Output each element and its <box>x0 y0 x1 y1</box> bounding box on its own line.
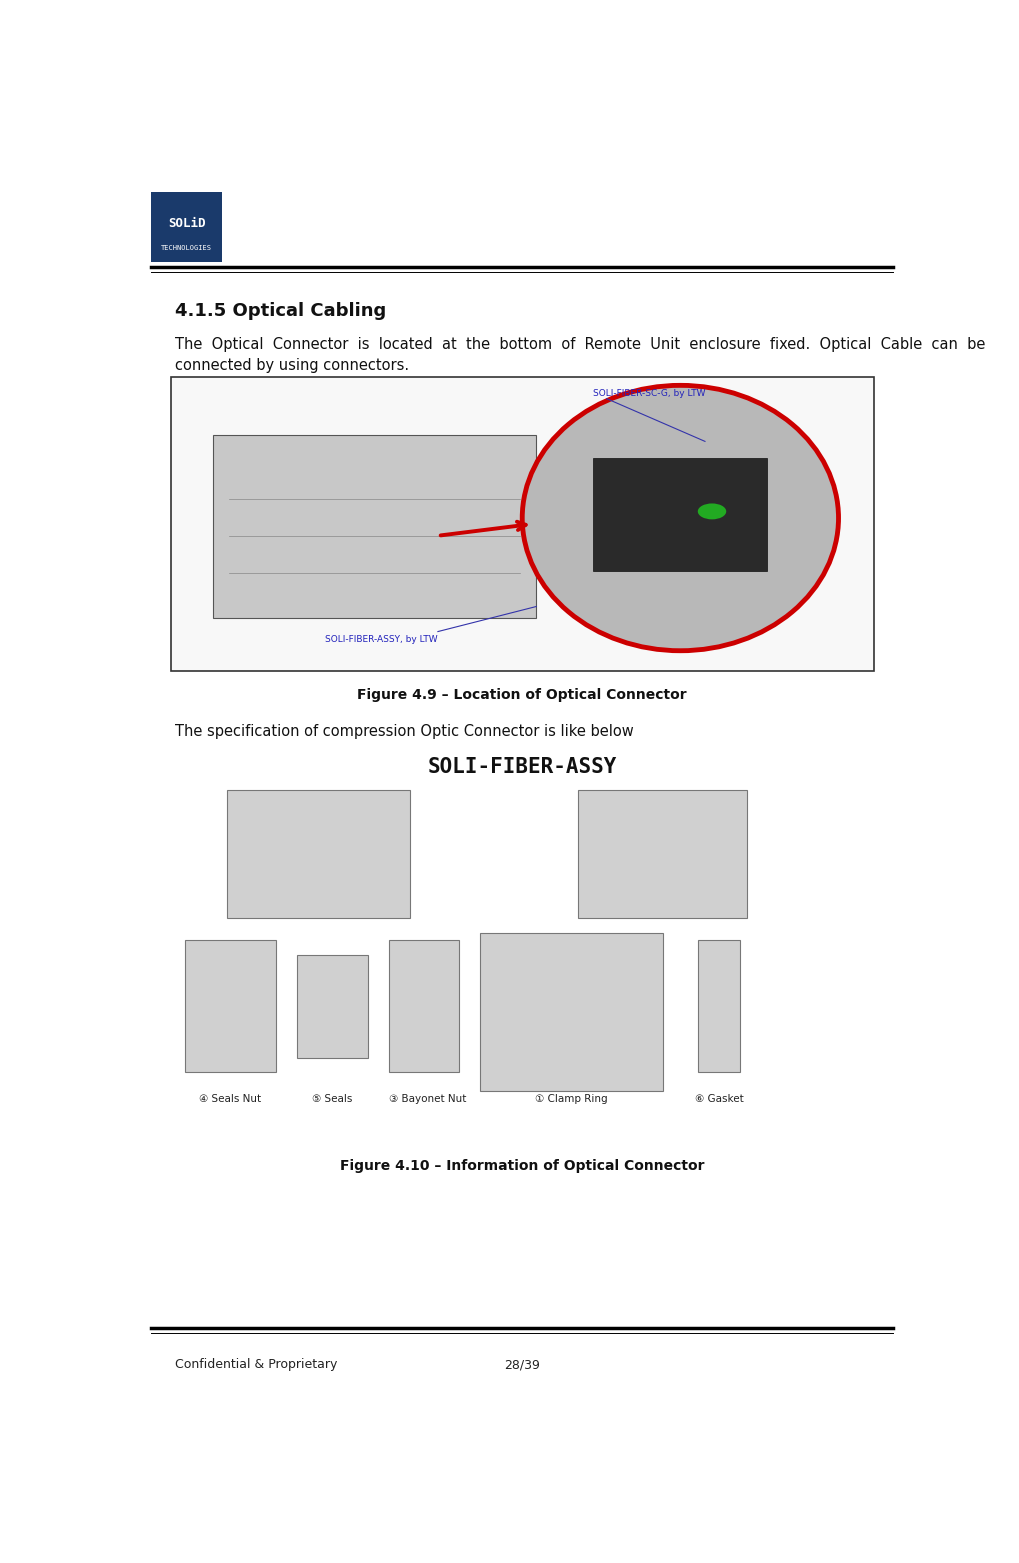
FancyBboxPatch shape <box>593 458 767 570</box>
Text: Confidential & Proprietary: Confidential & Proprietary <box>175 1358 337 1371</box>
Text: SOLI-FIBER-ASSY: SOLI-FIBER-ASSY <box>428 756 616 777</box>
FancyBboxPatch shape <box>388 939 459 1072</box>
Text: The specification of compression Optic Connector is like below: The specification of compression Optic C… <box>175 724 634 739</box>
Ellipse shape <box>698 503 727 519</box>
Text: ③ Bayonet Nut: ③ Bayonet Nut <box>388 1094 466 1105</box>
Text: ⑥ Gasket: ⑥ Gasket <box>695 1094 744 1105</box>
FancyBboxPatch shape <box>213 436 536 619</box>
Text: ⑤ Seals: ⑤ Seals <box>312 1094 353 1105</box>
FancyBboxPatch shape <box>171 377 873 672</box>
Ellipse shape <box>522 386 839 650</box>
FancyBboxPatch shape <box>298 955 368 1058</box>
Text: The  Optical  Connector  is  located  at  the  bottom  of  Remote  Unit  enclosu: The Optical Connector is located at the … <box>175 336 985 352</box>
Text: Figure 4.10 – Information of Optical Connector: Figure 4.10 – Information of Optical Con… <box>340 1158 704 1172</box>
FancyBboxPatch shape <box>698 939 740 1072</box>
Text: 28/39: 28/39 <box>504 1358 540 1371</box>
FancyBboxPatch shape <box>480 933 662 1091</box>
Text: connected by using connectors.: connected by using connectors. <box>175 358 409 374</box>
FancyBboxPatch shape <box>171 771 873 1138</box>
Text: ④ Seals Nut: ④ Seals Nut <box>200 1094 262 1105</box>
FancyBboxPatch shape <box>184 939 276 1072</box>
Text: SOLI-FIBER-ASSY, by LTW: SOLI-FIBER-ASSY, by LTW <box>325 635 438 644</box>
FancyBboxPatch shape <box>227 789 410 917</box>
Text: TECHNOLOGIES: TECHNOLOGIES <box>161 245 212 252</box>
Text: Figure 4.9 – Location of Optical Connector: Figure 4.9 – Location of Optical Connect… <box>358 688 687 702</box>
Text: ① Clamp Ring: ① Clamp Ring <box>535 1094 607 1105</box>
Text: 4.1.5 Optical Cabling: 4.1.5 Optical Cabling <box>175 302 386 320</box>
Text: SOLI-FIBER-SC-G, by LTW: SOLI-FIBER-SC-G, by LTW <box>592 389 705 397</box>
FancyBboxPatch shape <box>579 789 747 917</box>
FancyBboxPatch shape <box>151 192 222 263</box>
Text: SOLiD: SOLiD <box>168 217 206 230</box>
